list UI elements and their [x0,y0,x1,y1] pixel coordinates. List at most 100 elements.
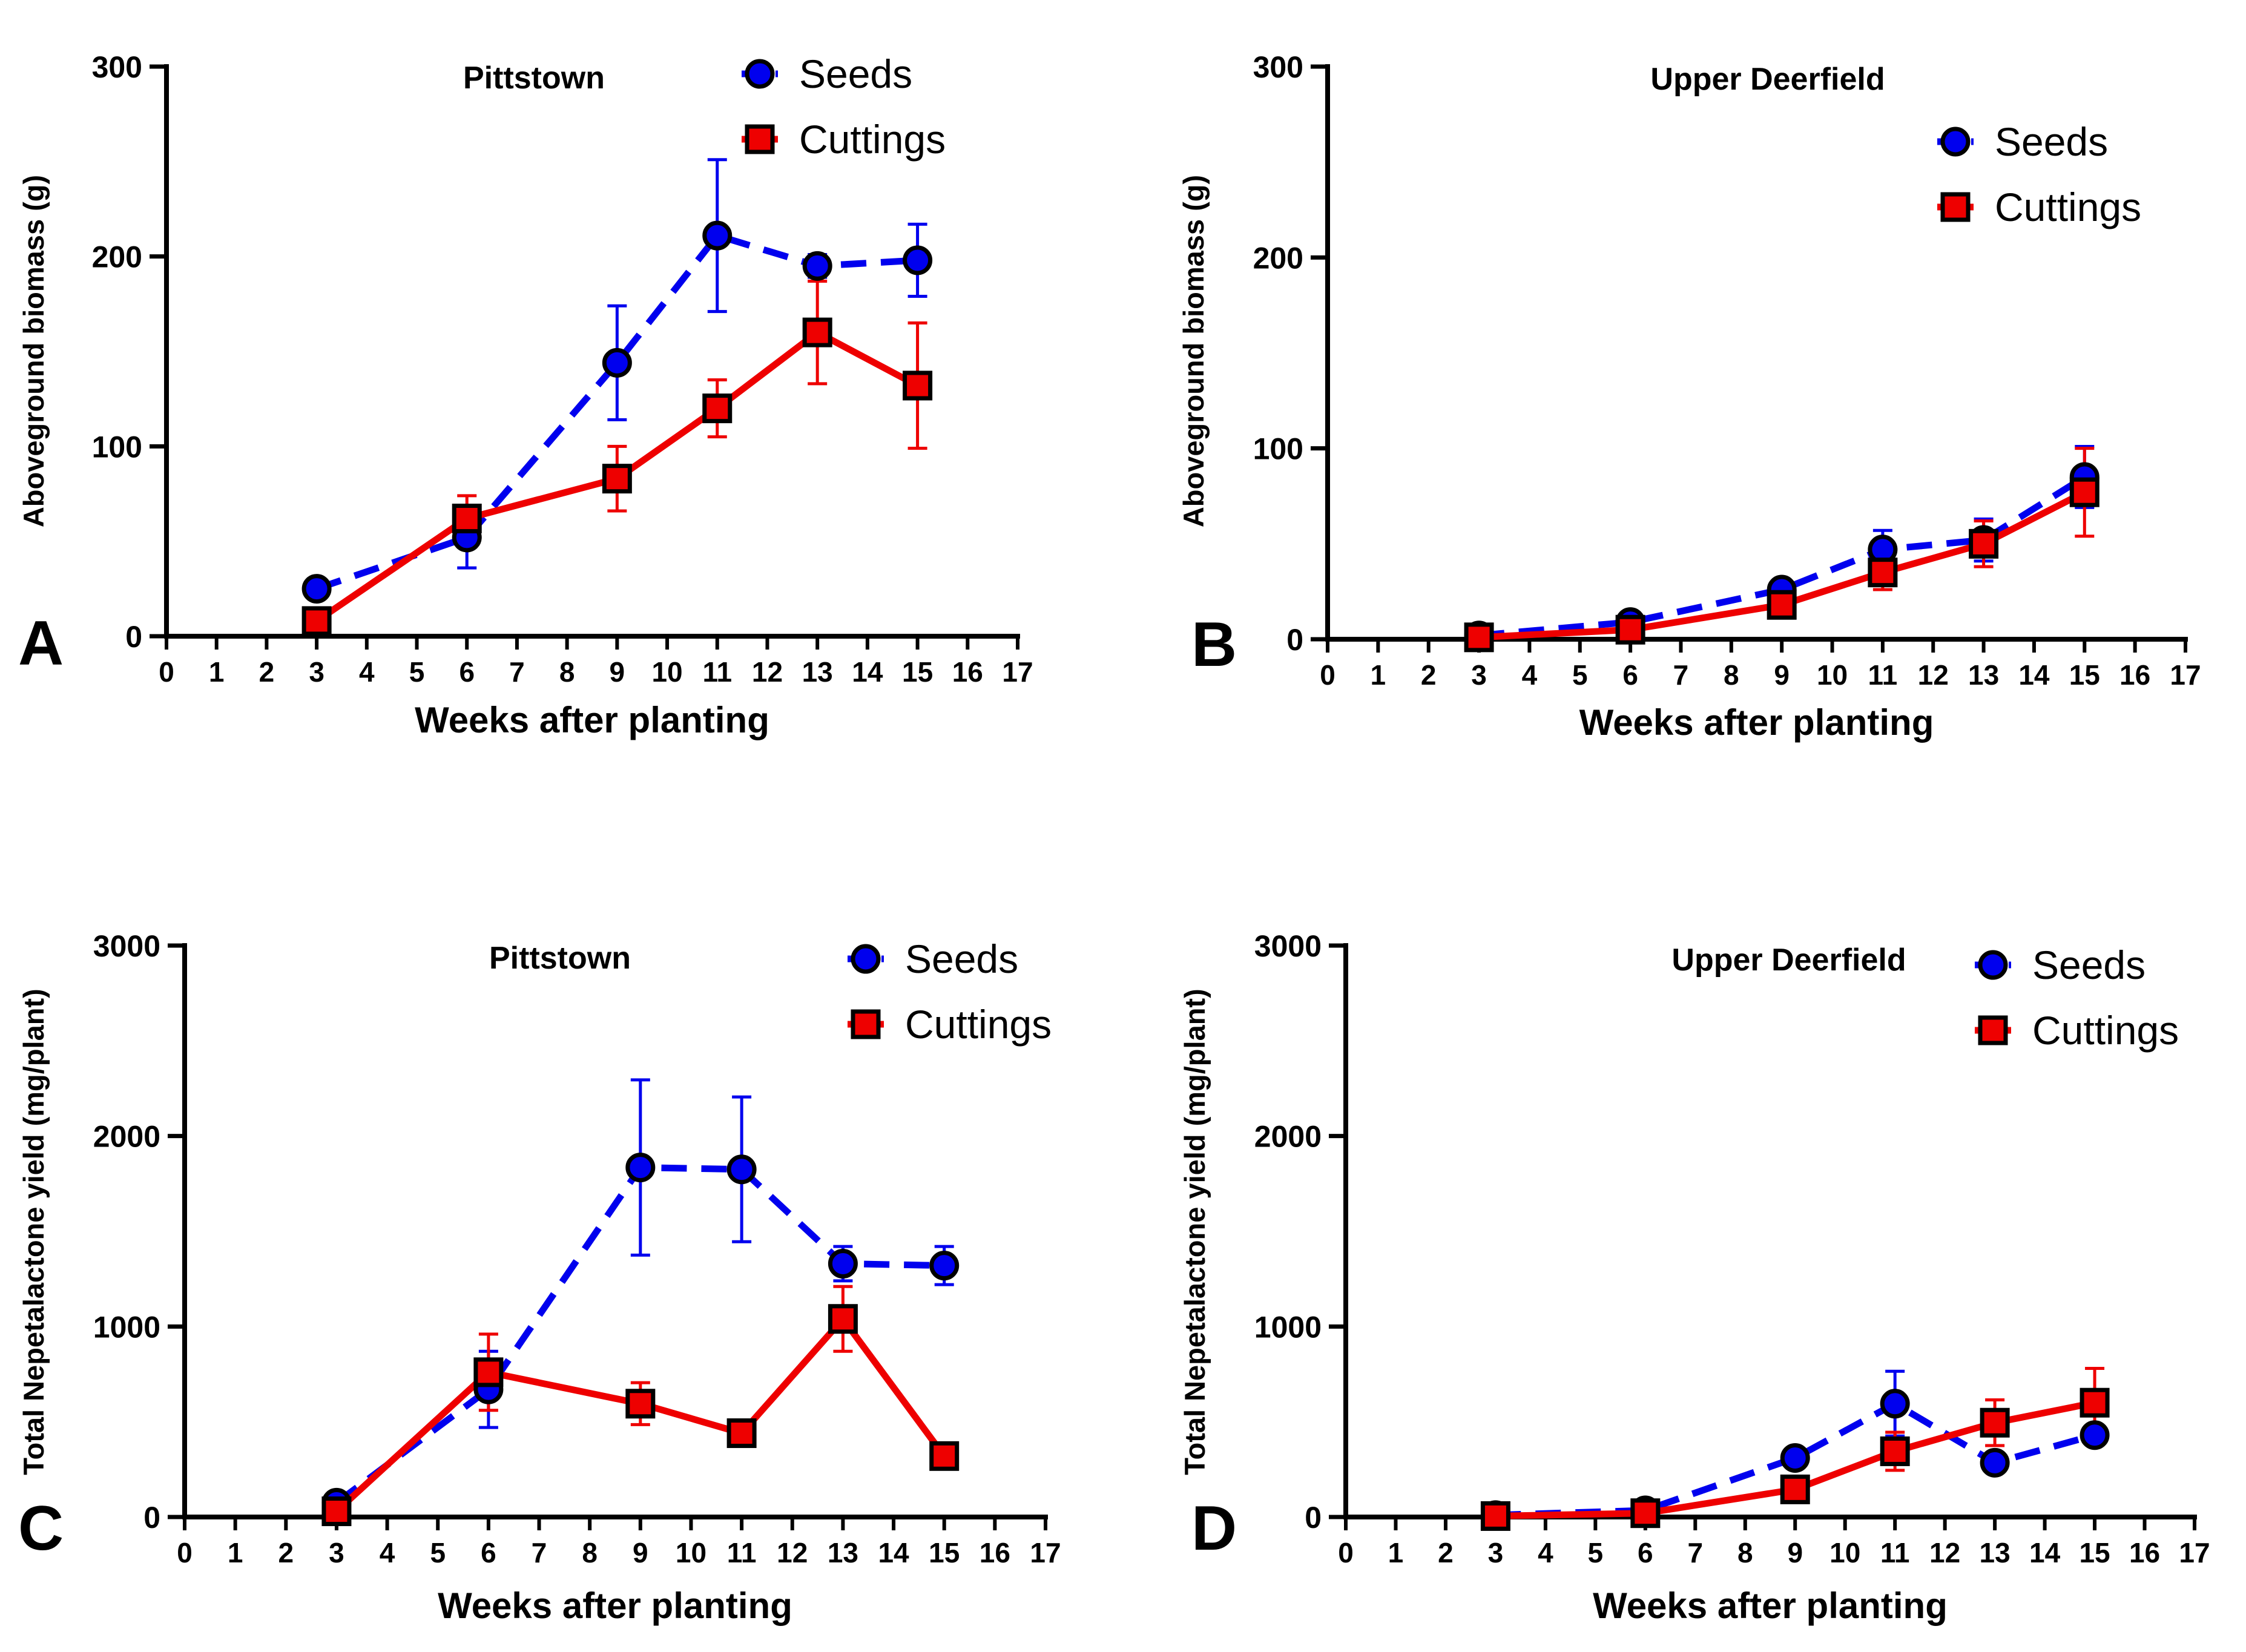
legend-marker-circle [851,944,881,974]
legend-marker-square [1978,1015,2008,1045]
x-axis-title: Weeks after planting [1579,702,1934,743]
x-tick-label: 2 [1421,659,1437,691]
panel-title: Upper Deerfield [1650,62,1885,97]
x-tick-label: 4 [1522,659,1538,691]
legend-label: Seeds [2032,943,2146,987]
y-tick-label: 200 [1253,241,1303,275]
x-tick-label: 10 [1829,1537,1860,1568]
x-tick-label: 7 [1673,659,1689,691]
x-tick-label: 3 [1471,659,1487,691]
legend-label: Seeds [799,51,912,96]
x-axis-title: Weeks after planting [1593,1585,1948,1626]
legend-label: Seeds [1995,119,2108,164]
x-tick-label: 4 [1538,1537,1553,1568]
legend-label: Seeds [905,936,1018,981]
panel-a: 0 1 2 3 4 5 6 7 8 9 10 11 12 13 14 15 16 170100200300Week… [18,50,1033,740]
x-tick-label: 15 [2079,1537,2110,1568]
x-tick-label: 17 [1002,656,1033,688]
x-tick-label: 10 [651,656,682,688]
legend-marker-square [745,124,775,154]
x-tick-label: 4 [359,656,375,688]
x-tick-label: 5 [430,1537,446,1568]
x-tick-label: 2 [278,1537,294,1568]
x-tick-label: 9 [610,656,625,688]
panel-b: 0 1 2 3 4 5 6 7 8 9 10 11 12 13 14 15 16 170100200300Week… [1177,50,2201,743]
x-tick-label: 1 [1371,659,1386,691]
y-tick-label: 2000 [1254,1120,1322,1154]
y-tick-label: 3000 [93,929,160,963]
x-tick-label: 8 [1724,659,1739,691]
x-tick-label: 12 [1918,659,1949,691]
series-line-cuttings [334,1315,947,1514]
data-point-seeds [802,251,832,281]
x-tick-label: 9 [1774,659,1790,691]
data-point-cuttings [726,1418,757,1449]
data-point-seeds [625,1153,656,1183]
x-tick-label: 3 [1488,1537,1504,1568]
data-point-seeds [1980,1447,2010,1478]
x-tick-label: 2 [1438,1537,1454,1568]
y-tick-label: 0 [1305,1501,1322,1535]
data-point-cuttings [473,1357,504,1387]
data-point-cuttings [1980,1407,2010,1438]
x-tick-label: 5 [1572,659,1588,691]
legend-marker-circle [745,59,775,89]
data-point-seeds [726,1154,757,1185]
panel-title: Pittstown [489,941,631,976]
data-point-cuttings [1880,1436,1910,1466]
x-tick-label: 13 [802,656,833,688]
series-line-seeds [315,232,918,592]
legend: Seeds Cuttings [1975,943,2179,1053]
x-tick-label: 6 [459,656,475,688]
x-tick-label: 14 [2018,659,2050,691]
panel-d: 0 1 2 3 4 5 6 7 8 9 10 11 12 13 14 15 16 170100020003000W… [1179,929,2210,1626]
data-point-cuttings [625,1389,656,1419]
y-tick-label: 0 [125,620,142,654]
y-tick-label: 300 [92,50,142,84]
y-tick-label: 300 [1253,50,1303,84]
panel-letter: B [1191,610,1237,680]
x-tick-label: 11 [727,1537,757,1568]
data-point-cuttings [1630,1498,1661,1529]
panel-letter: D [1191,1493,1237,1564]
data-point-cuttings [1969,528,1999,559]
x-tick-label: 5 [409,656,425,688]
x-tick-label: 16 [980,1537,1010,1568]
x-tick-label: 6 [481,1537,496,1568]
y-tick-label: 1000 [93,1310,160,1344]
data-point-seeds [929,1251,960,1281]
x-tick-label: 16 [2129,1537,2160,1568]
x-tick-label: 7 [1687,1537,1703,1568]
data-point-cuttings [929,1441,960,1471]
x-tick-label: 5 [1588,1537,1604,1568]
x-tick-label: 2 [259,656,275,688]
data-point-cuttings [2069,477,2099,507]
x-tick-label: 17 [1030,1537,1061,1568]
x-tick-label: 3 [309,656,324,688]
series-line-seeds [1478,474,2087,639]
x-tick-label: 10 [1817,659,1848,691]
x-tick-label: 14 [852,656,883,688]
x-tick-label: 13 [828,1537,858,1568]
data-point-seeds [301,574,332,604]
legend: Seeds Cuttings [848,936,1052,1047]
legend: Seeds Cuttings [1937,119,2141,229]
x-tick-label: 6 [1622,659,1638,691]
x-tick-label: 8 [559,656,575,688]
legend-label: Cuttings [2032,1008,2179,1053]
y-axis-title: Total Nepetalactone yield (mg/plant) [18,989,50,1475]
x-tick-label: 13 [1980,1537,2011,1568]
legend-label: Cuttings [905,1002,1052,1047]
legend-marker-square [1940,192,1971,222]
y-tick-label: 100 [1253,432,1303,466]
panel-c: 0 1 2 3 4 5 6 7 8 9 10 11 12 13 14 15 16 170100020003000W… [18,929,1061,1626]
panel-title: Upper Deerfield [1671,943,1906,978]
data-point-cuttings [1480,1501,1510,1531]
y-tick-label: 0 [1286,623,1303,657]
x-tick-label: 8 [1737,1537,1753,1568]
y-tick-label: 100 [92,430,142,464]
x-tick-label: 15 [2069,659,2100,691]
y-tick-label: 2000 [93,1120,160,1154]
x-tick-label: 7 [532,1537,547,1568]
